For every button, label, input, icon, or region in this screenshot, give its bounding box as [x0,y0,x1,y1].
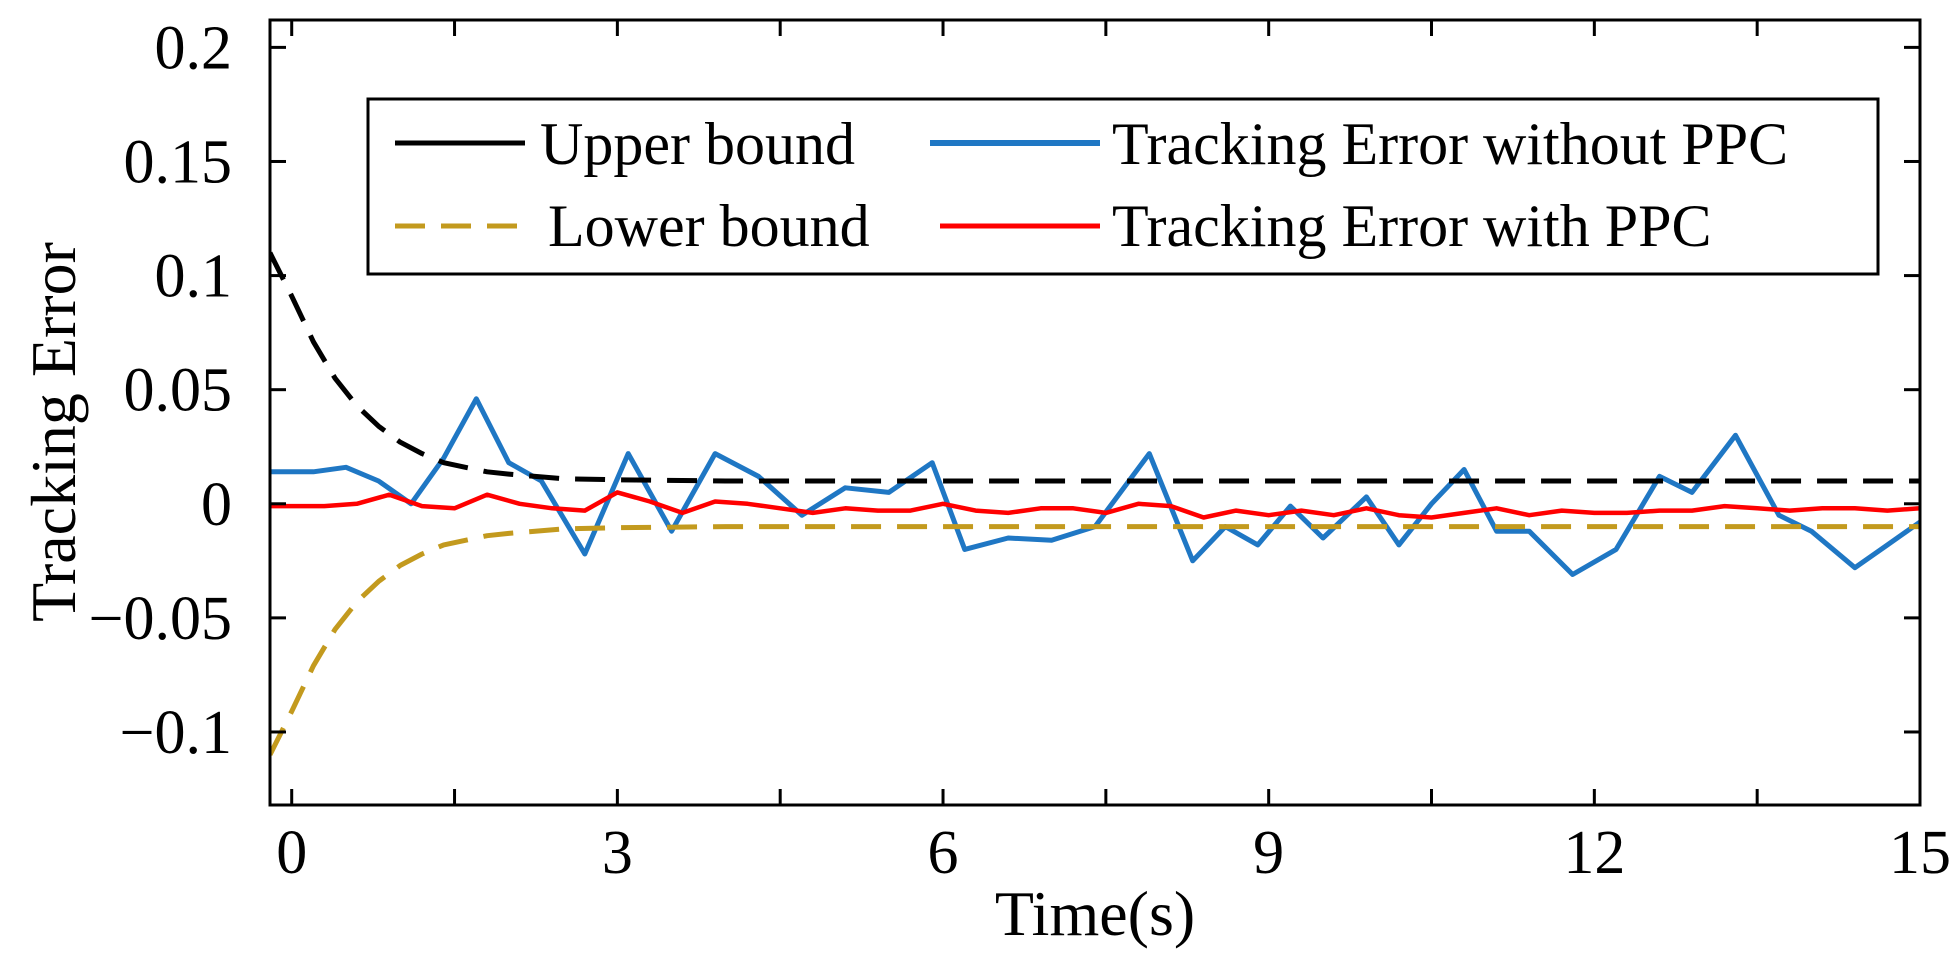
x-tick-label: 9 [1253,819,1284,887]
y-tick-label: 0.1 [155,243,233,311]
y-tick-label: 0.15 [124,128,233,196]
x-tick-label: 0 [276,819,307,887]
x-tick-label: 15 [1889,819,1951,887]
series-line-tracking-error-without-ppc [270,396,1920,577]
y-tick-label: 0 [201,471,232,539]
y-tick-label: 0.2 [155,14,233,82]
y-tick-label: −0.05 [89,585,232,653]
series-line-tracking-error-with-ppc [270,490,1920,520]
x-tick-label: 3 [602,819,633,887]
legend-label-upper-bound: Upper bound [540,111,855,177]
series-line-lower-bound [270,524,1920,756]
x-axis-label: Time(s) [995,878,1195,949]
legend: Upper bound Tracking Error without PPC L… [366,97,1880,276]
legend-label-with-ppc: Tracking Error with PPC [1112,193,1711,259]
ticks-layer: 0 3 6 9 12 15 0.2 0.15 0.1 0.05 0 −0.05 −0.1 [89,14,1951,887]
y-axis-label: Tracking Error [18,242,89,622]
legend-label-without-ppc: Tracking Error without PPC [1112,111,1788,177]
x-tick-label: 12 [1563,819,1625,887]
plot-frame [268,18,1922,807]
legend-box [366,97,1880,276]
legend-label-lower-bound: Lower bound [548,193,870,259]
y-tick-label: 0.05 [124,357,233,425]
y-tick-label: −0.1 [120,699,232,767]
series-line-upper-bound [270,251,1920,484]
series-layer [270,251,1920,756]
x-tick-label: 6 [928,819,959,887]
